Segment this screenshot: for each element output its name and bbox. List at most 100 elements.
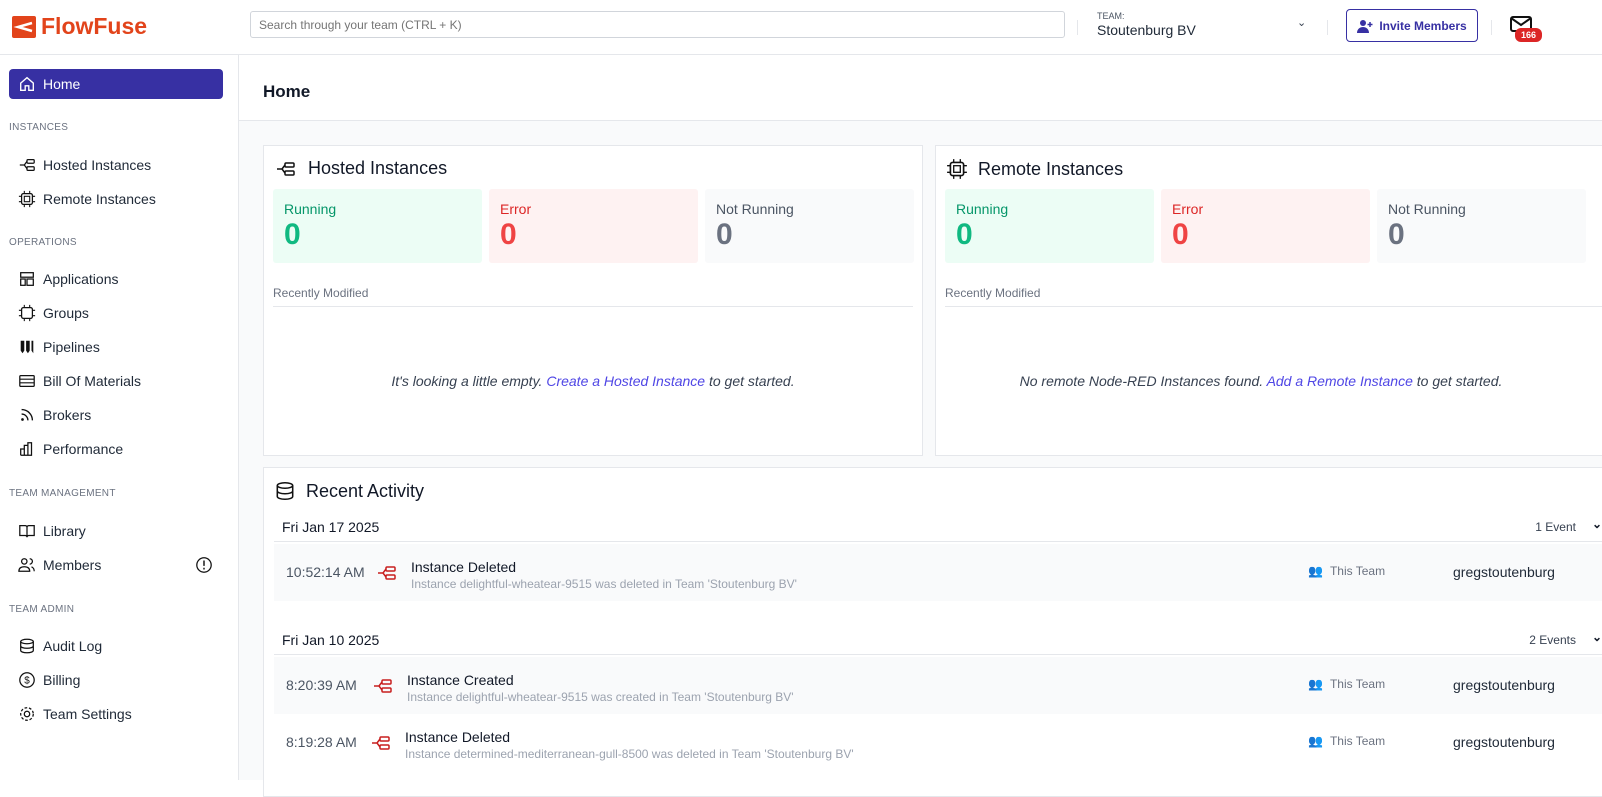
day-header[interactable]: Fri Jan 17 2025 1 Event ⌄ bbox=[274, 512, 1602, 542]
sidebar-item-label: Bill Of Materials bbox=[43, 373, 142, 389]
brand-name: FlowFuse bbox=[41, 13, 148, 39]
card-title[interactable]: Hosted Instances bbox=[308, 158, 448, 178]
sidebar-item-library[interactable]: Library bbox=[9, 516, 223, 546]
users-icon: 👥 bbox=[1308, 677, 1323, 691]
applications-icon bbox=[20, 272, 34, 286]
day-header[interactable]: Fri Jan 10 2025 2 Events ⌄ bbox=[274, 625, 1602, 655]
database-icon bbox=[276, 481, 294, 501]
sidebar-item-team-settings[interactable]: Team Settings bbox=[9, 699, 223, 729]
rss-icon bbox=[21, 408, 34, 421]
running-stat[interactable]: Running 0 bbox=[273, 189, 482, 263]
alert-circle-icon bbox=[196, 557, 212, 573]
add-remote-instance-link[interactable]: Add a Remote Instance bbox=[1266, 373, 1413, 389]
activity-row: 8:19:28 AM Instance Deleted Instance det… bbox=[274, 714, 1602, 771]
stat-value: 0 bbox=[284, 218, 301, 251]
sidebar-item-label: Brokers bbox=[43, 407, 92, 423]
recently-modified-label: Recently Modified bbox=[945, 286, 1602, 307]
sidebar-item-applications[interactable]: Applications bbox=[9, 264, 223, 294]
error-stat[interactable]: Error 0 bbox=[489, 189, 698, 263]
empty-text: to get started. bbox=[1412, 373, 1503, 389]
sidebar-item-hosted-instances[interactable]: Hosted Instances bbox=[9, 150, 223, 180]
event-description: Instance delightful-wheatear-9515 was de… bbox=[411, 577, 797, 591]
event-scope: 👥 This Team bbox=[1308, 734, 1385, 748]
stat-label: Error bbox=[500, 201, 532, 217]
stat-value: 0 bbox=[500, 218, 517, 251]
card-title: Recent Activity bbox=[306, 480, 425, 501]
search-input[interactable] bbox=[250, 11, 1065, 38]
empty-state: It's looking a little empty. Create a Ho… bbox=[264, 373, 922, 389]
stat-label: Not Running bbox=[1388, 201, 1466, 217]
chevron-down-icon[interactable]: ⌄ bbox=[1591, 630, 1602, 644]
stat-label: Running bbox=[284, 201, 337, 217]
event-description: Instance delightful-wheatear-9515 was cr… bbox=[407, 690, 794, 704]
sidebar-item-remote-instances[interactable]: Remote Instances bbox=[9, 184, 223, 214]
divider bbox=[1327, 20, 1328, 35]
create-hosted-instance-link[interactable]: Create a Hosted Instance bbox=[546, 373, 706, 389]
sidebar-item-label: Home bbox=[43, 76, 81, 92]
invite-members-button[interactable]: Invite Members bbox=[1346, 9, 1478, 42]
sidebar-item-label: Pipelines bbox=[43, 339, 100, 355]
event-title: Instance Deleted bbox=[405, 729, 511, 745]
scope-label: This Team bbox=[1329, 677, 1386, 691]
svg-text:$: $ bbox=[24, 676, 30, 687]
empty-state: No remote Node-RED Instances found. Add … bbox=[936, 373, 1586, 389]
sidebar-item-members[interactable]: Members bbox=[9, 550, 223, 580]
sidebar-item-groups[interactable]: Groups bbox=[9, 298, 223, 328]
instance-icon bbox=[372, 736, 390, 750]
sidebar-item-pipelines[interactable]: Pipelines bbox=[9, 332, 223, 362]
event-title: Instance Created bbox=[407, 672, 514, 688]
sidebar-item-label: Team Settings bbox=[43, 706, 132, 722]
error-stat[interactable]: Error 0 bbox=[1161, 189, 1370, 263]
flowfuse-logo[interactable]: FlowFuse bbox=[12, 13, 147, 40]
team-name: Stoutenburg BV bbox=[1097, 22, 1196, 38]
event-time: 8:20:39 AM bbox=[286, 677, 357, 693]
section-team-management: TEAM MANAGEMENT bbox=[9, 488, 116, 499]
instance-icon bbox=[378, 566, 396, 580]
sidebar-item-audit-log[interactable]: Audit Log bbox=[9, 631, 223, 661]
chip-icon bbox=[947, 159, 967, 179]
section-team-admin: TEAM ADMIN bbox=[9, 604, 75, 615]
team-label: TEAM: bbox=[1097, 11, 1125, 21]
event-scope: 👥 This Team bbox=[1308, 677, 1385, 691]
stat-label: Running bbox=[956, 201, 1009, 217]
page-header: Home bbox=[239, 55, 1602, 121]
not-running-stat[interactable]: Not Running 0 bbox=[1377, 189, 1586, 263]
empty-text: No remote Node-RED Instances found. bbox=[1019, 373, 1267, 389]
day-date: Fri Jan 17 2025 bbox=[282, 519, 380, 535]
sidebar-item-label: Hosted Instances bbox=[43, 157, 152, 173]
table-icon bbox=[19, 374, 35, 388]
notification-badge[interactable]: 166 bbox=[1515, 28, 1543, 42]
book-icon bbox=[19, 524, 35, 538]
stat-value: 0 bbox=[1172, 218, 1189, 251]
sidebar-item-bill-of-materials[interactable]: Bill Of Materials bbox=[9, 366, 223, 396]
card-title[interactable]: Remote Instances bbox=[978, 158, 1124, 179]
event-user: gregstoutenburg bbox=[1453, 564, 1555, 580]
chevron-down-icon[interactable]: ⌄ bbox=[1297, 17, 1307, 29]
users-icon bbox=[18, 558, 35, 572]
sidebar-item-brokers[interactable]: Brokers bbox=[9, 400, 223, 430]
main-content: Home Hosted Instances Running 0 Error 0 No… bbox=[239, 55, 1602, 797]
sidebar-item-label: Billing bbox=[43, 672, 81, 688]
running-stat[interactable]: Running 0 bbox=[945, 189, 1154, 263]
invite-label: Invite Members bbox=[1379, 18, 1467, 33]
gear-icon bbox=[20, 707, 34, 721]
hosted-instances-icon bbox=[277, 161, 295, 176]
event-count: 1 Event bbox=[1535, 520, 1576, 534]
sidebar-item-label: Applications bbox=[43, 271, 119, 287]
sidebar-item-label: Audit Log bbox=[43, 638, 103, 654]
pipelines-icon bbox=[20, 340, 34, 354]
users-icon: 👥 bbox=[1308, 564, 1323, 578]
chevron-down-icon[interactable]: ⌄ bbox=[1591, 517, 1602, 531]
sidebar-item-billing[interactable]: $ Billing bbox=[9, 665, 223, 695]
not-running-stat[interactable]: Not Running 0 bbox=[705, 189, 914, 263]
activity-row: 8:20:39 AM Instance Created Instance del… bbox=[274, 657, 1602, 714]
team-selector[interactable]: TEAM: Stoutenburg BV bbox=[1097, 11, 1196, 38]
instance-icon bbox=[374, 679, 392, 693]
groups-icon bbox=[18, 304, 36, 322]
sidebar-item-performance[interactable]: Performance bbox=[9, 434, 223, 464]
sidebar-item-label: Members bbox=[43, 557, 102, 573]
stat-value: 0 bbox=[716, 218, 733, 251]
sidebar-item-home[interactable]: Home bbox=[9, 69, 223, 99]
stat-value: 0 bbox=[1388, 218, 1405, 251]
stat-value: 0 bbox=[956, 218, 973, 251]
